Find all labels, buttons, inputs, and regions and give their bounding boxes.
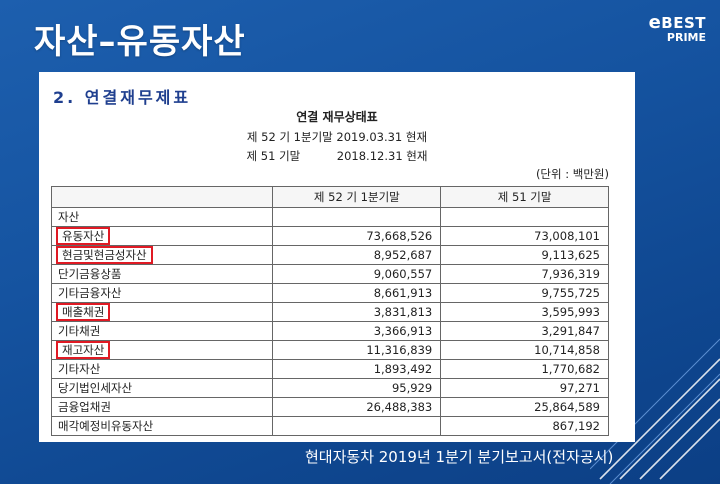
section-heading: 2. 연결재무제표 <box>53 88 192 107</box>
current-period-value: 1,893,492 <box>272 359 442 379</box>
table-row: 매각예정비유동자산 867,192 <box>50 416 609 436</box>
prior-period-value: 3,595,993 <box>440 302 609 322</box>
table-row: 단기금융상품 9,060,557 7,936,319 <box>50 264 609 284</box>
source-caption: 현대자동차 2019년 1분기 분기보고서(전자공시) <box>305 448 614 466</box>
highlighted-row-label: 현금및현금성자산 <box>56 246 153 264</box>
brand-logo-e: e <box>648 12 662 33</box>
decorative-lines <box>590 338 720 484</box>
table-header-row: 제 52 기 1분기말 제 51 기말 <box>50 186 609 208</box>
current-period-value <box>272 207 442 227</box>
document-screenshot: 2. 연결재무제표 연결 재무상태표 제 52 기 1분기말 2019.03.3… <box>39 72 635 442</box>
brand-logo-main: eBEST <box>649 12 706 33</box>
brand-logo-sub: PRIME <box>666 31 706 44</box>
unit-label: (단위 : 백만원) <box>535 167 609 181</box>
slide-title: 자산–유동자산 <box>34 22 246 62</box>
period-prior: 제 51 기말 2018.12.31 현재 <box>246 149 428 163</box>
row-label-cell: 당기법인세자산 <box>50 378 274 398</box>
current-period-value: 9,060,557 <box>272 264 442 284</box>
highlighted-row-label: 매출채권 <box>55 303 111 321</box>
current-period-value: 3,366,913 <box>272 321 442 341</box>
header-current-period: 제 52 기 1분기말 <box>272 186 442 208</box>
brand-logo-best: BEST <box>661 14 706 32</box>
prior-period-value: 9,755,725 <box>440 283 609 303</box>
prior-period-value: 25,864,589 <box>440 397 609 417</box>
prior-period-value: 97,271 <box>440 378 609 398</box>
highlighted-row-label: 유동자산 <box>55 227 111 245</box>
brand-logo: eBEST PRIME <box>649 12 706 44</box>
highlighted-row-label: 재고자산 <box>55 341 111 359</box>
current-period-value: 73,668,526 <box>272 226 442 246</box>
row-label: 기타채권 <box>58 324 101 338</box>
row-label-cell: 자산 <box>50 207 274 227</box>
row-label-cell: 기타채권 <box>50 321 274 341</box>
row-label-cell: 금융업채권 <box>50 397 274 417</box>
header-prior-period: 제 51 기말 <box>440 186 609 208</box>
current-period-value <box>272 416 442 436</box>
row-label-cell: 재고자산 <box>50 340 274 360</box>
prior-period-value: 867,192 <box>440 416 609 436</box>
header-label <box>50 186 274 208</box>
table-row: 자산 <box>50 207 609 227</box>
row-label: 자산 <box>58 210 80 224</box>
table-row: 기타채권 3,366,913 3,291,847 <box>50 321 609 341</box>
current-period-value: 11,316,839 <box>272 340 442 360</box>
prior-period-value: 73,008,101 <box>440 226 609 246</box>
prior-period-value: 7,936,319 <box>440 264 609 284</box>
prior-period-value <box>440 207 609 227</box>
row-label-cell: 유동자산 <box>50 226 274 246</box>
current-period-value: 8,661,913 <box>272 283 442 303</box>
statement-title: 연결 재무상태표 <box>296 110 378 124</box>
prior-period-value: 10,714,858 <box>440 340 609 360</box>
current-period-value: 26,488,383 <box>272 397 442 417</box>
table-row: 금융업채권 26,488,383 25,864,589 <box>50 397 609 417</box>
current-period-value: 8,952,687 <box>272 245 442 265</box>
row-label-cell: 매출채권 <box>50 302 274 322</box>
current-period-value: 95,929 <box>272 378 442 398</box>
row-label-cell: 기타자산 <box>50 359 274 379</box>
row-label: 당기법인세자산 <box>58 381 133 395</box>
table-row: 유동자산 73,668,526 73,008,101 <box>50 226 609 246</box>
table-row: 기타금융자산 8,661,913 9,755,725 <box>50 283 609 303</box>
current-period-value: 3,831,813 <box>272 302 442 322</box>
row-label: 매각예정비유동자산 <box>58 419 154 433</box>
row-label-cell: 현금및현금성자산 <box>50 245 274 265</box>
table-row: 매출채권 3,831,813 3,595,993 <box>50 302 609 322</box>
row-label: 기타자산 <box>58 362 101 376</box>
table-row: 기타자산 1,893,492 1,770,682 <box>50 359 609 379</box>
row-label-cell: 단기금융상품 <box>50 264 274 284</box>
prior-period-value: 9,113,625 <box>440 245 609 265</box>
row-label: 단기금융상품 <box>58 267 122 281</box>
prior-period-value: 1,770,682 <box>440 359 609 379</box>
row-label: 금융업채권 <box>58 400 111 414</box>
table-row: 재고자산 11,316,839 10,714,858 <box>50 340 609 360</box>
row-label-cell: 기타금융자산 <box>50 283 274 303</box>
prior-period-value: 3,291,847 <box>440 321 609 341</box>
row-label: 기타금융자산 <box>58 286 122 300</box>
table-row: 현금및현금성자산 8,952,687 9,113,625 <box>50 245 609 265</box>
row-label-cell: 매각예정비유동자산 <box>50 416 274 436</box>
statement-periods: 제 52 기 1분기말 2019.03.31 현재 제 51 기말 2018.1… <box>39 128 635 166</box>
period-current: 제 52 기 1분기말 2019.03.31 현재 <box>246 130 428 144</box>
table-row: 당기법인세자산 95,929 97,271 <box>50 378 609 398</box>
